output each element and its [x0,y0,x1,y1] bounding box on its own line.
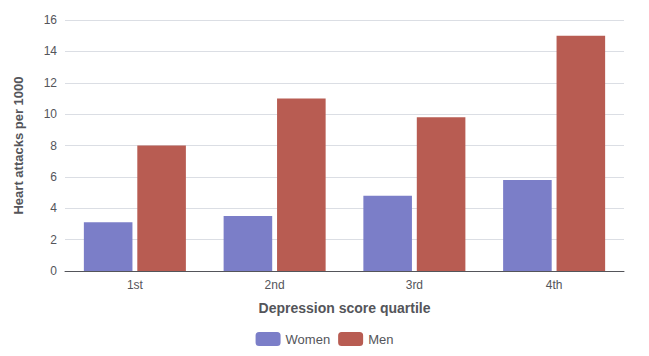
svg-text:4: 4 [50,201,57,215]
svg-text:4th: 4th [546,278,563,292]
svg-text:16: 16 [44,13,58,27]
svg-text:2: 2 [50,233,57,247]
svg-text:12: 12 [44,76,58,90]
svg-text:Men: Men [368,332,393,347]
svg-text:8: 8 [50,139,57,153]
svg-text:1st: 1st [127,278,144,292]
svg-text:10: 10 [44,107,58,121]
svg-text:6: 6 [50,170,57,184]
svg-text:0: 0 [50,264,57,278]
svg-text:3rd: 3rd [406,278,423,292]
svg-text:Women: Women [286,332,331,347]
svg-text:Heart attacks per 1000: Heart attacks per 1000 [11,76,26,214]
svg-text:Depression score quartile: Depression score quartile [259,300,431,316]
svg-text:2nd: 2nd [265,278,285,292]
svg-text:14: 14 [44,44,58,58]
